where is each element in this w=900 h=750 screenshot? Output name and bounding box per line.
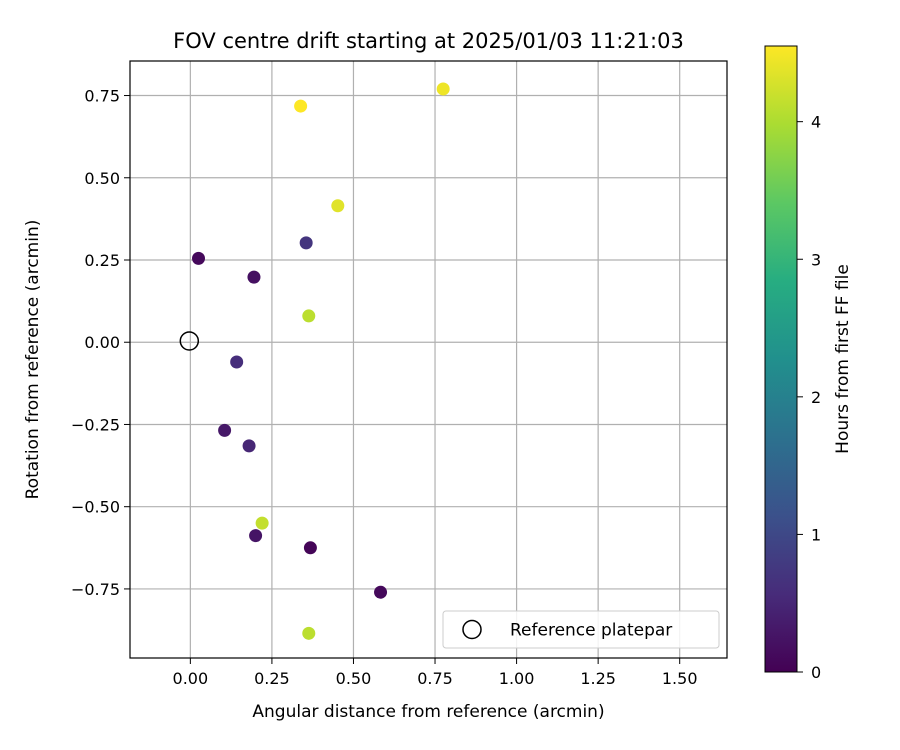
data-point (302, 626, 316, 640)
colorbar-tick-label: 2 (811, 388, 821, 407)
colorbar-tick-label: 4 (811, 113, 821, 132)
y-tick-label: −0.50 (71, 498, 120, 517)
y-tick-label: 0.00 (84, 333, 120, 352)
data-point (303, 541, 317, 555)
x-axis-ticks: 0.00 0.25 0.50 0.75 1.00 1.25 1.50 (173, 658, 698, 688)
x-axis-label: Angular distance from reference (arcmin) (252, 702, 604, 722)
legend: Reference platepar (442, 610, 720, 649)
colorbar-tick-label: 0 (811, 663, 821, 682)
colorbar-ticks: 0 1 2 3 4 (797, 113, 821, 682)
y-axis-label: Rotation from reference (arcmin) (23, 220, 43, 500)
x-tick-label: 0.00 (173, 669, 209, 688)
x-tick-label: 0.50 (336, 669, 372, 688)
colorbar-tick-label: 3 (811, 250, 821, 269)
data-point (299, 236, 313, 250)
colorbar-gradient (764, 45, 798, 673)
data-point (294, 99, 308, 113)
chart-title: FOV centre drift starting at 2025/01/03 … (173, 29, 684, 53)
data-point (436, 82, 450, 96)
reference-point-marker (179, 331, 200, 351)
data-point (331, 199, 345, 213)
data-point (247, 270, 261, 284)
y-tick-label: −0.25 (71, 415, 120, 434)
data-point (192, 251, 206, 265)
colorbar-tick-label: 1 (811, 525, 821, 544)
colorbar: 0 1 2 3 4 Hours from first FF file (764, 45, 853, 682)
data-point (255, 516, 269, 530)
plot-frame (129, 60, 728, 659)
data-point (218, 423, 232, 437)
data-point (230, 355, 244, 369)
legend-label: Reference platepar (510, 621, 672, 641)
y-tick-label: 0.75 (84, 87, 120, 106)
data-point (249, 529, 263, 543)
y-tick-label: −0.75 (71, 580, 120, 599)
data-points (192, 82, 450, 640)
colorbar-label: Hours from first FF file (833, 264, 853, 454)
x-tick-label: 1.00 (499, 669, 535, 688)
x-tick-label: 0.25 (254, 669, 290, 688)
y-tick-label: 0.50 (84, 169, 120, 188)
legend-box (442, 610, 720, 649)
x-tick-label: 1.25 (580, 669, 616, 688)
data-point (242, 439, 256, 453)
data-point (374, 585, 388, 599)
data-point (302, 309, 316, 323)
y-tick-label: 0.25 (84, 251, 120, 270)
x-tick-label: 1.50 (662, 669, 698, 688)
x-tick-label: 0.75 (417, 669, 453, 688)
y-axis-ticks: 0.75 0.50 0.25 0.00 −0.25 −0.50 −0.75 (71, 87, 130, 599)
grid-lines (130, 61, 727, 658)
legend-marker (462, 619, 482, 640)
